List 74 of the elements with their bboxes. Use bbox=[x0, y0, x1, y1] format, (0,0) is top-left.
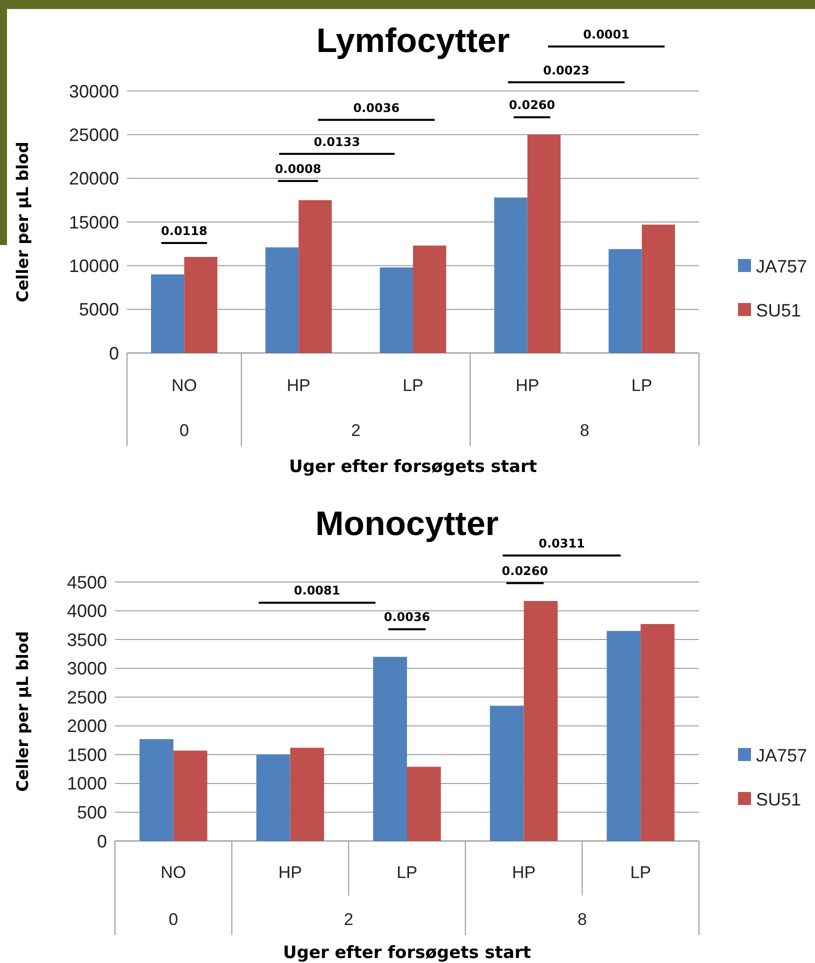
y-tick-label: 3500 bbox=[66, 630, 107, 650]
bar bbox=[527, 134, 561, 353]
x-tick-label: NO bbox=[171, 376, 197, 395]
x-tick-label: LP bbox=[630, 862, 651, 882]
bar bbox=[413, 246, 446, 353]
legend-label: SU51 bbox=[756, 789, 802, 810]
bar bbox=[184, 256, 218, 353]
bar bbox=[380, 267, 413, 353]
x-tick-label: HP bbox=[512, 862, 536, 882]
text: 0.0023 bbox=[543, 63, 590, 78]
y-tick-label: 2500 bbox=[66, 687, 107, 708]
x-tick-label: LP bbox=[402, 376, 424, 395]
x-tick-label: HP bbox=[516, 376, 540, 395]
bar bbox=[373, 656, 407, 841]
chart-title: Monocytter bbox=[315, 505, 499, 543]
y-tick-label: 20000 bbox=[68, 168, 119, 189]
y-tick-label: 10000 bbox=[68, 256, 119, 276]
annotation: 0.0118 bbox=[161, 224, 208, 238]
text: 0.0260 bbox=[502, 564, 548, 578]
bar bbox=[140, 739, 174, 841]
y-axis-title: Celler per µL blod bbox=[13, 631, 32, 792]
bar bbox=[265, 247, 299, 353]
y-tick-label: 30000 bbox=[68, 81, 119, 102]
x-tick-label: NO bbox=[160, 862, 186, 882]
annotation: 0.0036 bbox=[353, 100, 400, 115]
bar bbox=[608, 249, 642, 353]
x-axis-title: Uger efter forsøgets start bbox=[282, 943, 532, 963]
bar bbox=[606, 630, 641, 841]
text: 2 bbox=[344, 910, 354, 929]
annotation: 0.0036 bbox=[384, 610, 430, 624]
y-tick-label: 1000 bbox=[66, 774, 107, 794]
bar bbox=[490, 706, 524, 841]
text: 0.0311 bbox=[538, 536, 585, 551]
bar bbox=[290, 748, 324, 841]
y-tick-label: 3000 bbox=[66, 658, 107, 679]
y-tick-label: 1500 bbox=[66, 744, 107, 765]
text: 0.0001 bbox=[583, 27, 630, 42]
bar bbox=[524, 600, 558, 841]
x-tick-label: LP bbox=[396, 862, 418, 882]
x-tick-label: HP bbox=[286, 376, 310, 395]
text: 0 bbox=[179, 420, 189, 440]
legend-label: JA757 bbox=[756, 745, 808, 766]
y-tick-label: 0 bbox=[96, 831, 107, 852]
bar bbox=[494, 198, 528, 353]
annotation: 0.0081 bbox=[294, 584, 340, 598]
legend-label: SU51 bbox=[756, 300, 802, 320]
y-tick-label: 0 bbox=[108, 343, 119, 364]
bar bbox=[640, 624, 674, 841]
text: 0 bbox=[168, 910, 178, 929]
x-tick-label: LP bbox=[631, 376, 652, 395]
annotation: 0.0260 bbox=[508, 98, 556, 112]
bar bbox=[256, 754, 290, 841]
bar bbox=[298, 200, 332, 353]
annotation: 0.0008 bbox=[274, 162, 322, 176]
y-tick-label: 25000 bbox=[68, 124, 119, 145]
x-tick-label: HP bbox=[278, 862, 302, 882]
bar bbox=[151, 274, 184, 353]
y-axis-title: Celler per µL blod bbox=[13, 142, 32, 302]
text: 8 bbox=[580, 420, 590, 440]
bar bbox=[407, 766, 441, 841]
legend-label: JA757 bbox=[756, 256, 808, 276]
y-tick-label: 4000 bbox=[66, 601, 107, 622]
y-tick-label: 15000 bbox=[68, 212, 119, 232]
y-tick-label: 4500 bbox=[66, 572, 107, 592]
annotation: 0.0133 bbox=[314, 134, 360, 149]
bar bbox=[642, 224, 675, 353]
chart-title: Lymfocytter bbox=[316, 22, 510, 60]
y-tick-label: 2000 bbox=[66, 716, 107, 736]
text: 8 bbox=[577, 910, 587, 929]
x-axis-title: Uger efter forsøgets start bbox=[288, 457, 538, 477]
y-tick-label: 5000 bbox=[78, 300, 119, 320]
bar bbox=[173, 750, 208, 841]
y-tick-label: 500 bbox=[76, 802, 107, 823]
text: 2 bbox=[351, 420, 361, 440]
